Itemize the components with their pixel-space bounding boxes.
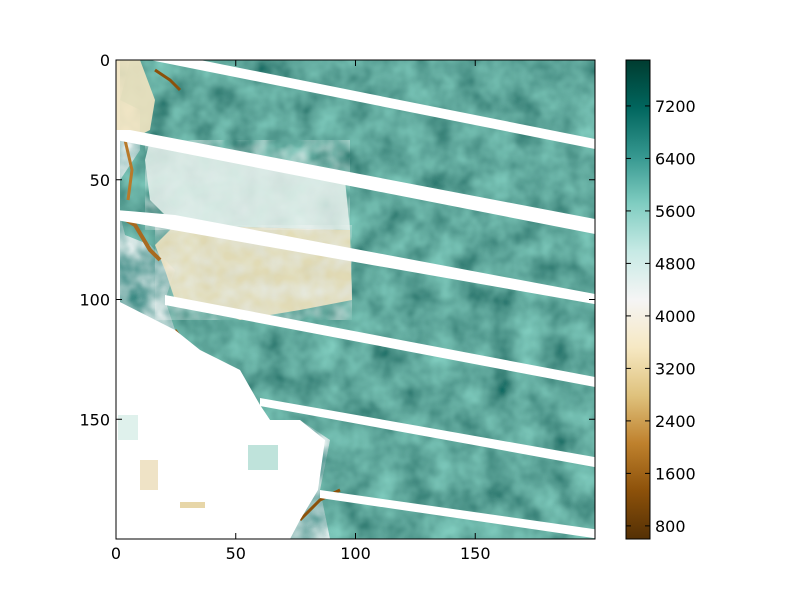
colorbar-tick-label: 1600 — [655, 464, 696, 483]
edge-brown-5 — [154, 68, 182, 92]
y-axis: 0 50 100 150 — [79, 51, 595, 429]
colorbar-tick-label: 7200 — [655, 97, 696, 116]
island-4 — [180, 502, 205, 508]
x-tick-label: 100 — [340, 544, 371, 563]
y-tick-label: 150 — [79, 410, 110, 429]
colorbar-tick-label: 6400 — [655, 149, 696, 168]
edge-brown-2 — [123, 139, 134, 201]
data-region-left — [116, 60, 155, 140]
data-region-tan-2 — [145, 140, 350, 230]
colorbar-ticks: 800 1600 2400 3200 4000 4800 5600 6400 7200 — [626, 97, 696, 536]
colorbar-tick-label: 800 — [655, 517, 686, 536]
island-2 — [140, 460, 158, 490]
x-tick-label: 50 — [226, 544, 246, 563]
island-1 — [118, 415, 138, 440]
heatmap-image — [116, 60, 595, 539]
colorbar-gradient — [625, 59, 651, 540]
x-tick-label: 150 — [460, 544, 491, 563]
colorbar-tick-label: 4000 — [655, 307, 696, 326]
x-tick-label: 0 — [111, 544, 121, 563]
colorbar-tick-label: 5600 — [655, 202, 696, 221]
x-axis: 0 50 100 150 — [111, 60, 491, 563]
colorbar-tick-label: 3200 — [655, 359, 696, 378]
island-3 — [248, 445, 278, 470]
colorbar-tick-label: 4800 — [655, 254, 696, 273]
y-tick-label: 0 — [100, 51, 110, 70]
colorbar-tick-label: 2400 — [655, 412, 696, 431]
y-tick-label: 100 — [79, 291, 110, 310]
scan-gaps — [116, 60, 595, 539]
missing-region — [116, 300, 325, 539]
y-tick-label: 50 — [90, 171, 110, 190]
colorbar: 800 1600 2400 3200 4000 4800 5600 6400 7200 — [625, 59, 696, 540]
